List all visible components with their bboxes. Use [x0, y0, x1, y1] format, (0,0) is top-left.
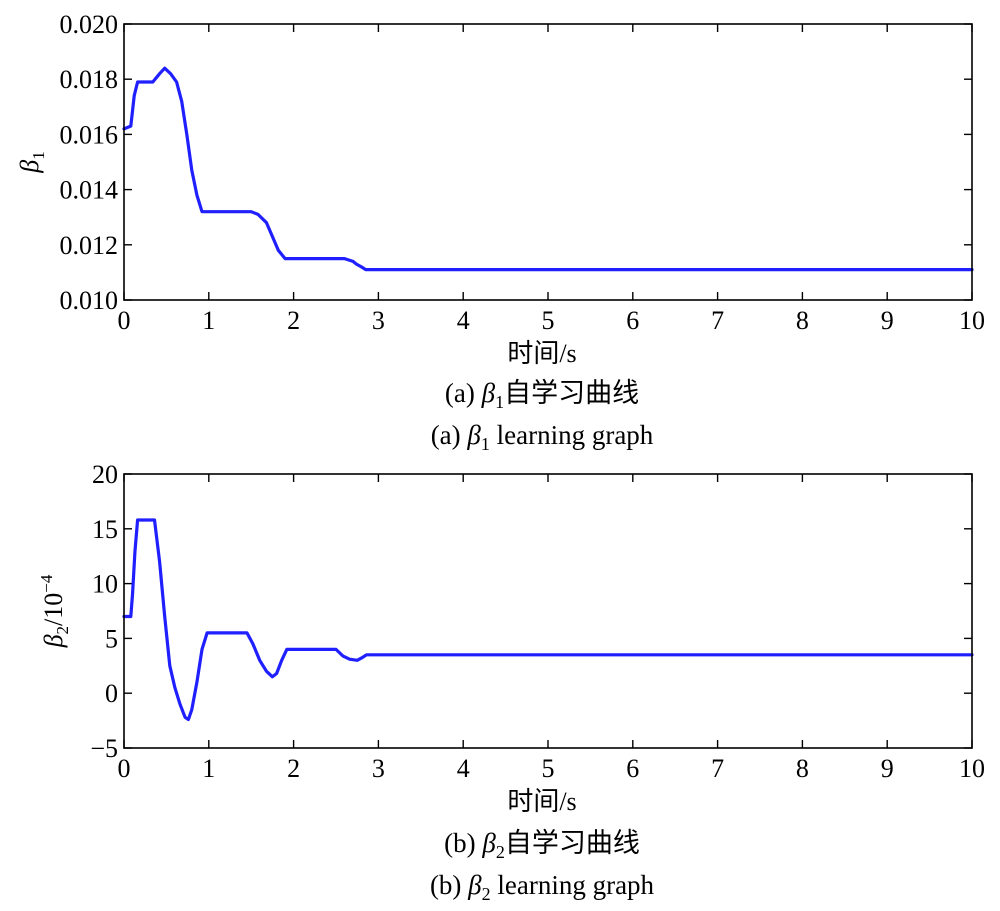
panel-a-beta1-series-line [122, 66, 974, 272]
panel-b-x-axis-label: 时间/s [507, 787, 576, 816]
panel-b-x-tick-label: 6 [626, 754, 639, 783]
panel-b-caption-en: (b) β2 learning graph [430, 870, 655, 904]
panel-b-x-tick-label: 8 [796, 754, 809, 783]
panel-a-y-tick-label: 0.018 [60, 65, 119, 94]
panel-a-x-tick-label: 0 [118, 306, 131, 335]
panel-a-x-tick-label: 10 [959, 306, 985, 335]
panel-b-x-tick-label: 7 [711, 754, 724, 783]
panel-a-y-tick-label: 0.016 [60, 120, 119, 149]
panel-a-x-tick-label: 3 [372, 306, 385, 335]
panel-a-y-tick-label: 0.014 [60, 176, 119, 205]
panel-a-y-axis-label: β1 [15, 151, 48, 173]
panel-b-x-ticks: 0 1 2 3 4 5 6 7 8 9 10 [118, 474, 985, 783]
panel-b-y-tick-label: 15 [92, 515, 118, 544]
panel-b-x-tick-label: 5 [542, 754, 555, 783]
panel-a-y-tick-label: 0.010 [60, 286, 119, 315]
panel-a-caption-en: (a) β1 learning graph [431, 420, 654, 454]
panel-a-beta1-chart: 0 1 2 3 4 5 6 7 8 9 10 0.010 0.012 0.014 0.016 0.018 0.… [15, 10, 985, 454]
panel-a-x-tick-label: 2 [287, 306, 300, 335]
panel-a-x-tick-label: 6 [626, 306, 639, 335]
panel-a-x-tick-label: 7 [711, 306, 724, 335]
panel-a-x-tick-label: 5 [542, 306, 555, 335]
panel-b-caption-cn: (b) β2自学习曲线 [444, 828, 640, 862]
panel-b-plot-frame [123, 473, 973, 749]
panel-b-y-tick-label: 20 [92, 460, 118, 489]
panel-b-x-tick-label: 2 [287, 754, 300, 783]
panel-a-y-tick-label: 0.012 [60, 231, 119, 260]
panel-a-x-tick-label: 8 [796, 306, 809, 335]
panel-a-plot-frame [123, 23, 973, 301]
panel-a-x-axis-label: 时间/s [507, 339, 576, 368]
panel-b-x-tick-label: 3 [372, 754, 385, 783]
panel-a-x-ticks: 0 1 2 3 4 5 6 7 8 9 10 [118, 24, 985, 335]
panel-b-y-tick-label: 10 [92, 570, 118, 599]
panel-b-beta2-series-line [122, 518, 974, 722]
panel-b-y-tick-label: 5 [105, 624, 118, 653]
panel-b-x-tick-label: 0 [118, 754, 131, 783]
panel-b-y-tick-label: −5 [90, 734, 118, 763]
panel-b-y-ticks: −5 0 5 10 15 20 [90, 460, 972, 763]
panel-a-y-tick-label: 0.020 [60, 10, 119, 39]
panel-b-x-tick-label: 9 [881, 754, 894, 783]
panel-a-x-tick-label: 4 [457, 306, 470, 335]
panel-a-x-tick-label: 9 [881, 306, 894, 335]
panel-b-x-tick-label: 4 [457, 754, 470, 783]
panel-a-caption-cn: (a) β1自学习曲线 [445, 378, 639, 412]
panel-b-x-tick-label: 1 [202, 754, 215, 783]
panel-b-y-tick-label: 0 [105, 679, 118, 708]
panel-a-x-tick-label: 1 [202, 306, 215, 335]
panel-b-x-tick-label: 10 [959, 754, 985, 783]
panel-b-y-axis-label: β2/10−4 [37, 574, 72, 648]
